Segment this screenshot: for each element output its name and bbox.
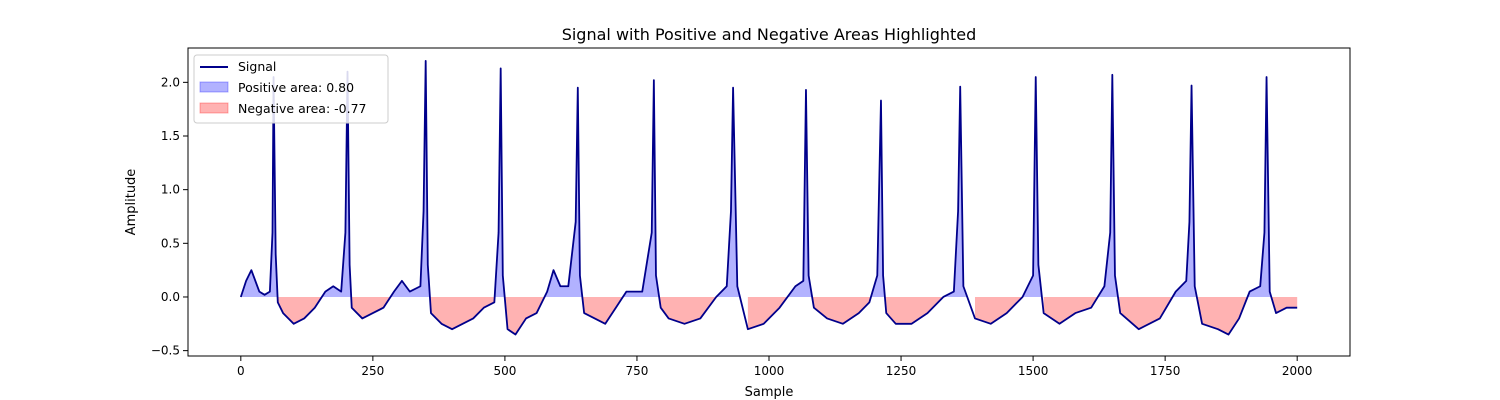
legend-negative-swatch: [199, 102, 229, 114]
y-tick-label: 0.0: [161, 290, 180, 304]
y-tick-label: 1.0: [161, 183, 180, 197]
x-axis-ticks: 0 250 500 750 1000 1250 1500 1750 2000: [237, 356, 1312, 378]
legend-positive-swatch: [199, 81, 229, 93]
x-tick-label: 500: [493, 364, 516, 378]
legend: Signal Positive area: 0.80 Negative area…: [193, 54, 389, 124]
positive-area-fill: [240, 60, 1272, 297]
x-axis-label: Sample: [745, 385, 794, 400]
signal-line: [239, 59, 1298, 336]
y-tick-label: 1.5: [161, 129, 180, 143]
y-axis-ticks: −0.5 0.0 0.5 1.0 1.5 2.0: [151, 75, 188, 358]
legend-label-negative: Negative area: -0.77: [238, 101, 366, 116]
x-tick-label: 1000: [754, 364, 785, 378]
y-axis-label: Amplitude: [124, 169, 139, 236]
legend-box: [193, 54, 389, 124]
legend-label-signal: Signal: [238, 59, 276, 74]
negative-area-fill: [240, 296, 1298, 335]
x-tick-label: 1500: [1018, 364, 1049, 378]
x-tick-label: 1250: [886, 364, 917, 378]
area-fills: [240, 60, 1298, 335]
chart-title: Signal with Positive and Negative Areas …: [562, 25, 977, 44]
x-tick-label: 2000: [1282, 364, 1313, 378]
x-tick-label: 1750: [1150, 364, 1181, 378]
y-tick-label: −0.5: [151, 344, 180, 358]
y-tick-label: 2.0: [161, 75, 180, 89]
signal-line-layer: [239, 59, 1298, 336]
y-tick-label: 0.5: [161, 236, 180, 250]
x-tick-label: 750: [626, 364, 649, 378]
x-tick-label: 250: [361, 364, 384, 378]
x-tick-label: 0: [237, 364, 245, 378]
legend-label-positive: Positive area: 0.80: [238, 80, 354, 95]
